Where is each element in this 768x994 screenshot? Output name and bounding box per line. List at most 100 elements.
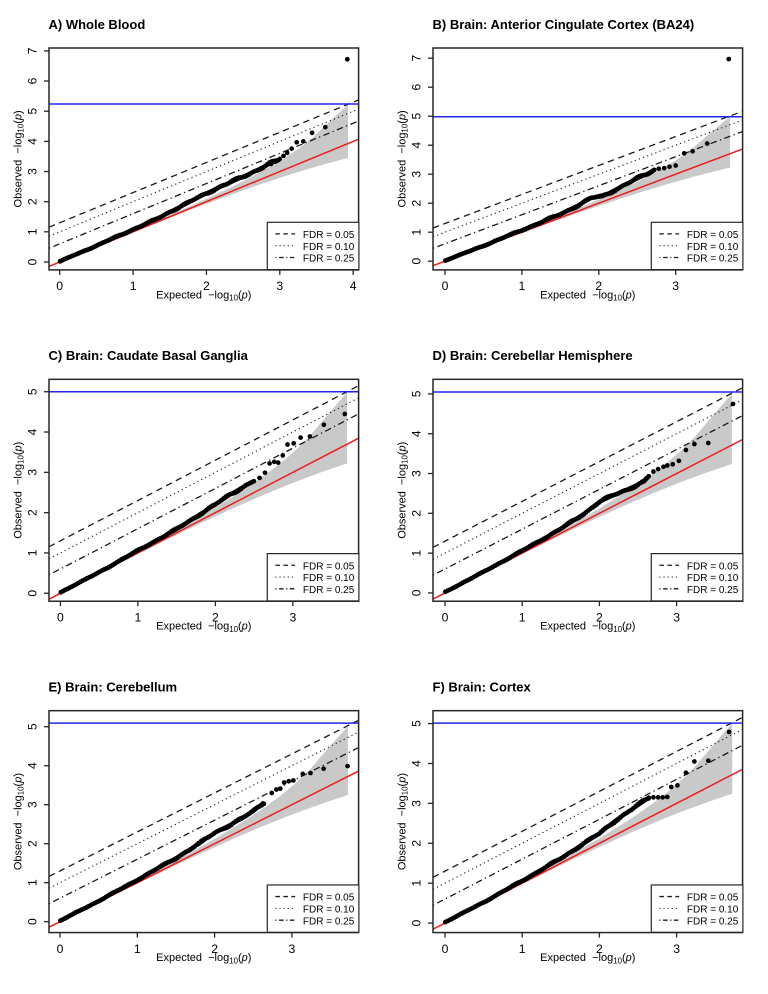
svg-text:C) Brain: Caudate Basal Gangli: C) Brain: Caudate Basal Ganglia	[49, 348, 249, 363]
svg-text:Expected −log10(p): Expected −log10(p)	[156, 289, 251, 302]
svg-text:FDR = 0.10: FDR = 0.10	[303, 573, 355, 584]
svg-text:2: 2	[203, 279, 210, 293]
svg-text:1: 1	[519, 942, 526, 956]
svg-text:1: 1	[519, 279, 526, 293]
svg-text:Expected −log10(p): Expected −log10(p)	[540, 952, 635, 965]
svg-text:3: 3	[409, 171, 423, 178]
svg-text:FDR = 0.05: FDR = 0.05	[303, 561, 355, 572]
svg-text:0: 0	[25, 590, 39, 597]
svg-text:FDR = 0.10: FDR = 0.10	[687, 573, 739, 584]
svg-text:FDR = 0.10: FDR = 0.10	[687, 904, 739, 915]
svg-text:2: 2	[211, 942, 218, 956]
svg-text:FDR = 0.25: FDR = 0.25	[303, 254, 355, 265]
svg-text:FDR = 0.25: FDR = 0.25	[687, 916, 739, 927]
svg-text:B) Brain: Anterior Cingulate C: B) Brain: Anterior Cingulate Cortex (BA2…	[433, 17, 695, 32]
svg-text:FDR = 0.05: FDR = 0.05	[687, 893, 739, 904]
svg-text:7: 7	[409, 55, 423, 62]
svg-text:2: 2	[596, 942, 603, 956]
svg-text:2: 2	[595, 279, 602, 293]
svg-text:1: 1	[25, 228, 39, 235]
svg-text:FDR = 0.25: FDR = 0.25	[303, 585, 355, 596]
svg-text:D) Brain: Cerebellar Hemispher: D) Brain: Cerebellar Hemisphere	[433, 348, 633, 363]
svg-text:3: 3	[409, 800, 423, 807]
svg-text:2: 2	[25, 509, 39, 516]
svg-text:3: 3	[672, 279, 679, 293]
svg-text:FDR = 0.10: FDR = 0.10	[303, 904, 355, 915]
svg-text:6: 6	[25, 77, 39, 84]
svg-text:Observed −log10(p): Observed −log10(p)	[396, 773, 409, 870]
svg-text:0: 0	[56, 279, 63, 293]
svg-text:0: 0	[57, 611, 64, 625]
svg-text:3: 3	[673, 942, 680, 956]
svg-text:0: 0	[442, 611, 449, 625]
svg-text:Observed −log10(p): Observed −log10(p)	[12, 110, 25, 207]
svg-text:F) Brain: Cortex: F) Brain: Cortex	[433, 679, 532, 694]
svg-text:3: 3	[290, 611, 297, 625]
svg-text:3: 3	[673, 611, 680, 625]
svg-text:6: 6	[409, 84, 423, 91]
svg-text:3: 3	[289, 942, 296, 956]
svg-text:Observed −log10(p): Observed −log10(p)	[396, 110, 409, 207]
svg-text:0: 0	[25, 258, 39, 265]
svg-text:Observed −log10(p): Observed −log10(p)	[12, 773, 25, 870]
svg-text:Expected −log10(p): Expected −log10(p)	[156, 621, 251, 634]
svg-text:FDR = 0.05: FDR = 0.05	[687, 561, 739, 572]
svg-text:5: 5	[409, 390, 423, 397]
svg-text:4: 4	[25, 138, 39, 145]
svg-text:1: 1	[135, 611, 142, 625]
svg-text:FDR = 0.25: FDR = 0.25	[303, 916, 355, 927]
svg-text:Expected −log10(p): Expected −log10(p)	[156, 952, 251, 965]
svg-text:0: 0	[409, 919, 423, 926]
svg-text:0: 0	[25, 918, 39, 925]
svg-text:0: 0	[409, 589, 423, 596]
svg-text:2: 2	[596, 611, 603, 625]
svg-text:4: 4	[409, 430, 423, 437]
svg-text:FDR = 0.25: FDR = 0.25	[687, 254, 739, 265]
svg-text:FDR = 0.05: FDR = 0.05	[687, 230, 739, 241]
svg-text:4: 4	[409, 142, 423, 149]
svg-text:5: 5	[25, 723, 39, 730]
svg-text:1: 1	[409, 229, 423, 236]
svg-text:0: 0	[409, 258, 423, 265]
svg-text:Observed −log10(p): Observed −log10(p)	[12, 442, 25, 539]
svg-text:2: 2	[25, 198, 39, 205]
svg-text:5: 5	[409, 113, 423, 120]
svg-text:4: 4	[350, 279, 357, 293]
svg-text:A) Whole Blood: A) Whole Blood	[49, 17, 146, 32]
svg-text:5: 5	[409, 720, 423, 727]
svg-text:FDR = 0.10: FDR = 0.10	[303, 242, 355, 253]
svg-text:0: 0	[57, 942, 64, 956]
svg-text:1: 1	[25, 879, 39, 886]
svg-text:0: 0	[442, 942, 449, 956]
svg-text:FDR = 0.05: FDR = 0.05	[303, 230, 355, 241]
svg-text:Observed −log10(p): Observed −log10(p)	[396, 442, 409, 539]
svg-text:3: 3	[25, 469, 39, 476]
svg-text:3: 3	[409, 470, 423, 477]
svg-text:3: 3	[276, 279, 283, 293]
svg-text:Expected −log10(p): Expected −log10(p)	[540, 289, 635, 302]
svg-text:1: 1	[25, 549, 39, 556]
svg-text:5: 5	[25, 108, 39, 115]
svg-text:1: 1	[409, 880, 423, 887]
svg-text:3: 3	[25, 801, 39, 808]
svg-text:3: 3	[25, 168, 39, 175]
svg-text:1: 1	[134, 942, 141, 956]
svg-text:7: 7	[25, 47, 39, 54]
svg-text:2: 2	[25, 840, 39, 847]
svg-text:4: 4	[25, 428, 39, 435]
svg-text:FDR = 0.25: FDR = 0.25	[687, 585, 739, 596]
svg-text:4: 4	[25, 762, 39, 769]
svg-text:Expected −log10(p): Expected −log10(p)	[540, 621, 635, 634]
svg-text:1: 1	[409, 549, 423, 556]
svg-text:2: 2	[409, 840, 423, 847]
svg-text:1: 1	[130, 279, 137, 293]
svg-text:FDR = 0.10: FDR = 0.10	[687, 242, 739, 253]
svg-text:E) Brain: Cerebellum: E) Brain: Cerebellum	[49, 679, 178, 694]
svg-text:4: 4	[409, 760, 423, 767]
svg-text:2: 2	[409, 200, 423, 207]
svg-text:1: 1	[519, 611, 526, 625]
svg-text:5: 5	[25, 388, 39, 395]
svg-text:2: 2	[212, 611, 219, 625]
svg-text:0: 0	[442, 279, 449, 293]
svg-text:2: 2	[409, 510, 423, 517]
